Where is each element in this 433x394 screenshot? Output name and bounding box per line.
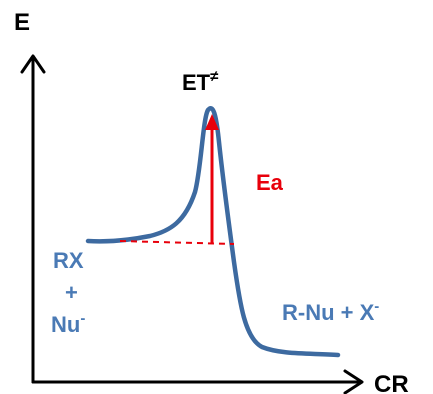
reactant-nu-label: Nu- [51,310,85,337]
transition-state-label: ET≠ [182,68,219,95]
x-axis-label: CR [374,371,409,394]
activation-energy-label: Ea [256,170,284,195]
products-label: R-Nu + X- [282,298,379,325]
x-axis-arrowhead [343,369,364,394]
reactant-plus-label: + [65,280,78,305]
y-axis-arrowhead [20,54,46,74]
reactant-rx-label: RX [53,248,84,273]
reactant-energy-level-line [119,240,235,245]
reaction-energy-curve [85,106,341,358]
activation-energy-arrowhead [205,114,219,130]
y-axis-label: E [14,9,30,36]
